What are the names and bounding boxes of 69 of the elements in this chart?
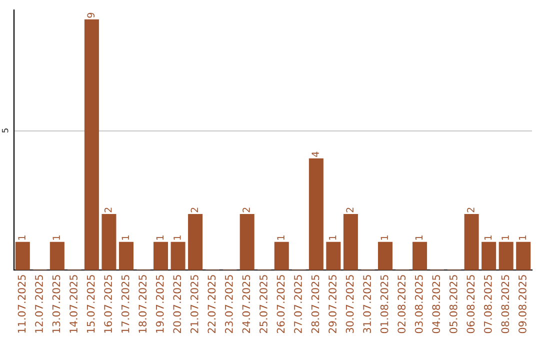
x-tick-label: 03.08.2025 bbox=[414, 275, 423, 334]
bar bbox=[326, 242, 341, 270]
data-label: 1 bbox=[18, 236, 26, 240]
bar bbox=[84, 19, 99, 270]
data-label: 1 bbox=[415, 236, 422, 240]
data-label: 2 bbox=[242, 208, 250, 212]
x-tick-label: 30.07.2025 bbox=[346, 275, 354, 334]
x-tick-label: 21.07.2025 bbox=[190, 275, 198, 334]
data-label: 1 bbox=[518, 236, 526, 240]
data-label: 1 bbox=[174, 236, 181, 240]
x-tick-label: 08.08.2025 bbox=[501, 275, 510, 334]
data-label: 1 bbox=[277, 236, 284, 240]
x-tick-label: 01.08.2025 bbox=[380, 275, 388, 334]
bar bbox=[170, 242, 186, 270]
x-tick-label: 29.07.2025 bbox=[328, 275, 336, 334]
data-label: 2 bbox=[104, 208, 112, 212]
x-tick-label: 19.07.2025 bbox=[156, 275, 164, 333]
bar bbox=[102, 214, 116, 270]
data-label: 4 bbox=[312, 152, 319, 157]
data-label: 1 bbox=[484, 236, 492, 240]
x-tick-label: 02.08.2025 bbox=[398, 275, 406, 334]
bar bbox=[378, 242, 392, 270]
x-tick-label: 06.08.2025 bbox=[466, 275, 475, 334]
x-tick-label: 16.07.2025 bbox=[104, 275, 112, 333]
x-tick-label: 17.07.2025 bbox=[121, 275, 130, 333]
x-tick-label: 26.07.2025 bbox=[276, 275, 285, 334]
x-tick-label: 13.07.2025 bbox=[52, 275, 60, 333]
data-label: 2 bbox=[346, 208, 354, 212]
bar bbox=[498, 242, 514, 270]
bar bbox=[118, 242, 134, 270]
bar bbox=[240, 214, 254, 270]
data-label: 2 bbox=[190, 208, 198, 212]
data-label: 2 bbox=[467, 208, 474, 212]
x-tick-label: 23.07.2025 bbox=[224, 275, 233, 334]
x-tick-label: 18.07.2025 bbox=[138, 275, 147, 333]
x-tick-label: 27.07.2025 bbox=[294, 275, 302, 334]
data-label: 1 bbox=[329, 236, 336, 240]
x-tick-label: 15.07.2025 bbox=[86, 275, 95, 333]
x-tick-label: 05.08.2025 bbox=[449, 275, 458, 334]
x-tick-label: 24.07.2025 bbox=[242, 275, 250, 334]
bar bbox=[154, 242, 168, 270]
x-tick-label: 11.07.2025 bbox=[18, 275, 26, 333]
y-tick-label: 5 bbox=[2, 128, 8, 132]
data-label: 9 bbox=[87, 12, 95, 18]
x-tick-label: 31.07.2025 bbox=[363, 275, 371, 334]
x-tick-label: 14.07.2025 bbox=[70, 275, 78, 333]
bar bbox=[308, 158, 324, 270]
bar bbox=[412, 242, 428, 270]
x-tick-label: 09.08.2025 bbox=[518, 275, 526, 334]
x-tick-label: 25.07.2025 bbox=[260, 275, 268, 334]
x-tick-label: 22.07.2025 bbox=[208, 275, 216, 334]
bar bbox=[343, 214, 358, 270]
bar bbox=[464, 214, 479, 270]
bar bbox=[482, 242, 496, 270]
bar bbox=[188, 214, 203, 270]
x-tick-label: 04.08.2025 bbox=[432, 275, 440, 334]
bar bbox=[50, 242, 64, 270]
x-tick-label: 28.07.2025 bbox=[311, 275, 320, 334]
x-tick-label: 07.08.2025 bbox=[484, 275, 492, 334]
data-label: 1 bbox=[380, 236, 388, 240]
data-label: 1 bbox=[156, 236, 164, 240]
x-tick-label: 20.07.2025 bbox=[173, 275, 182, 334]
data-label: 1 bbox=[122, 236, 129, 240]
x-tick-label: 12.07.2025 bbox=[35, 275, 43, 333]
bar bbox=[15, 242, 30, 270]
data-label: 1 bbox=[502, 236, 509, 240]
data-label: 1 bbox=[52, 236, 60, 240]
bar bbox=[274, 242, 289, 270]
bar bbox=[516, 242, 531, 270]
